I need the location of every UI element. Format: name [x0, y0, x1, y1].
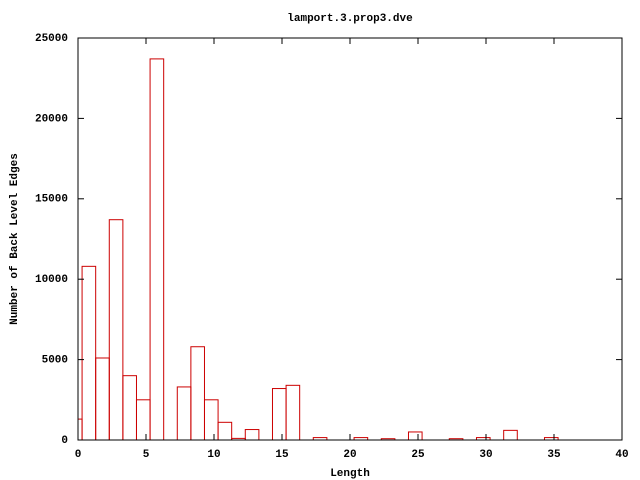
y-tick-label: 10000: [35, 274, 68, 286]
x-tick-label: 25: [411, 449, 425, 461]
x-tick-label: 30: [479, 449, 492, 461]
x-tick-label: 40: [615, 449, 628, 461]
x-tick-label: 0: [75, 449, 82, 461]
bar: [353, 437, 369, 440]
bar: [190, 346, 205, 440]
bar: [271, 388, 287, 440]
bar: [78, 418, 83, 440]
bar: [108, 219, 124, 440]
x-tick-label: 20: [343, 449, 356, 461]
bar: [176, 386, 192, 440]
bar: [122, 375, 137, 440]
bar: [475, 437, 491, 440]
x-tick-label: 5: [143, 449, 150, 461]
chart-title: lamport.3.prop3.dve: [287, 13, 413, 25]
bar: [503, 429, 518, 440]
bar: [407, 431, 423, 440]
x-tick-label: 15: [275, 449, 289, 461]
y-tick-label: 5000: [42, 355, 68, 367]
bar: [81, 265, 97, 440]
bar: [203, 399, 219, 440]
y-tick-label: 20000: [35, 113, 68, 125]
x-tick-label: 35: [547, 449, 561, 461]
y-axis-label: Number of Back Level Edges: [9, 153, 21, 325]
bar: [149, 58, 165, 440]
bar: [217, 421, 233, 440]
bar: [543, 437, 559, 440]
plot-frame: [77, 37, 623, 441]
y-tick-label: 0: [61, 435, 68, 447]
bar: [244, 429, 260, 440]
bar: [285, 384, 301, 440]
bar: [312, 437, 328, 440]
y-tick-label: 15000: [35, 194, 68, 206]
bar: [95, 357, 110, 440]
bar: [135, 399, 151, 440]
y-tick-label: 25000: [35, 33, 68, 45]
x-tick-label: 10: [207, 449, 220, 461]
x-axis-label: Length: [330, 468, 370, 480]
bars: [78, 58, 559, 440]
